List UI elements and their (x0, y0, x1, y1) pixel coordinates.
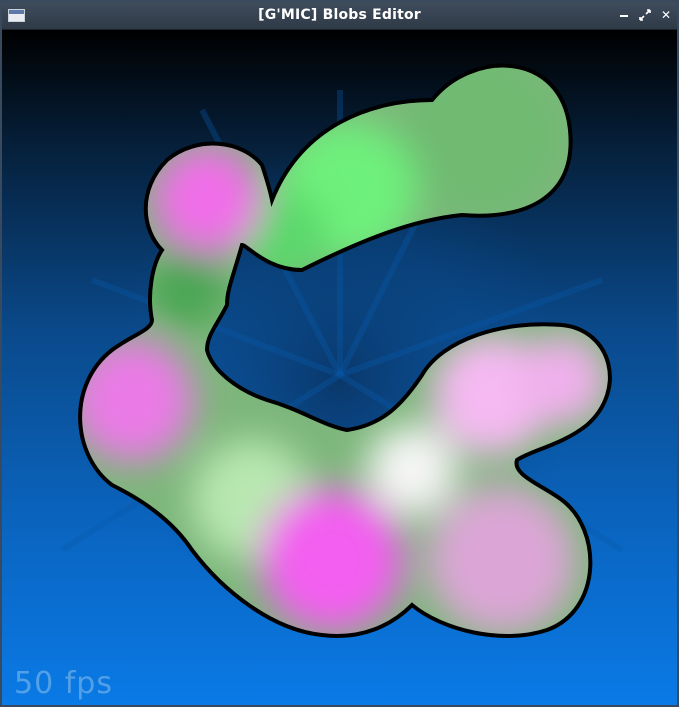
minimize-icon (620, 15, 628, 17)
blob-pink-right[interactable] (517, 335, 607, 425)
blob-magenta-top[interactable] (152, 145, 262, 255)
blob-dark-green[interactable] (147, 248, 227, 328)
close-icon: ✕ (660, 8, 672, 22)
fps-counter: 50 fps (14, 666, 113, 701)
window-title: [G'MIC] Blobs Editor (258, 7, 421, 23)
app-window-icon[interactable] (8, 9, 25, 22)
title-bar[interactable]: [G'MIC] Blobs Editor ✕ (2, 2, 677, 30)
minimize-button[interactable] (616, 7, 632, 23)
blob-canvas[interactable]: 50 fps (2, 30, 677, 705)
blob-green-large[interactable] (402, 55, 562, 215)
maximize-button[interactable] (637, 7, 653, 23)
close-button[interactable]: ✕ (658, 7, 674, 23)
blob-magenta-left[interactable] (70, 338, 194, 462)
maximize-icon (639, 9, 651, 21)
blob-white[interactable] (367, 425, 457, 515)
blob-magenta-bottom[interactable] (260, 488, 404, 632)
blob-canvas-svg[interactable] (2, 30, 677, 705)
blob-mauve[interactable] (427, 485, 577, 635)
